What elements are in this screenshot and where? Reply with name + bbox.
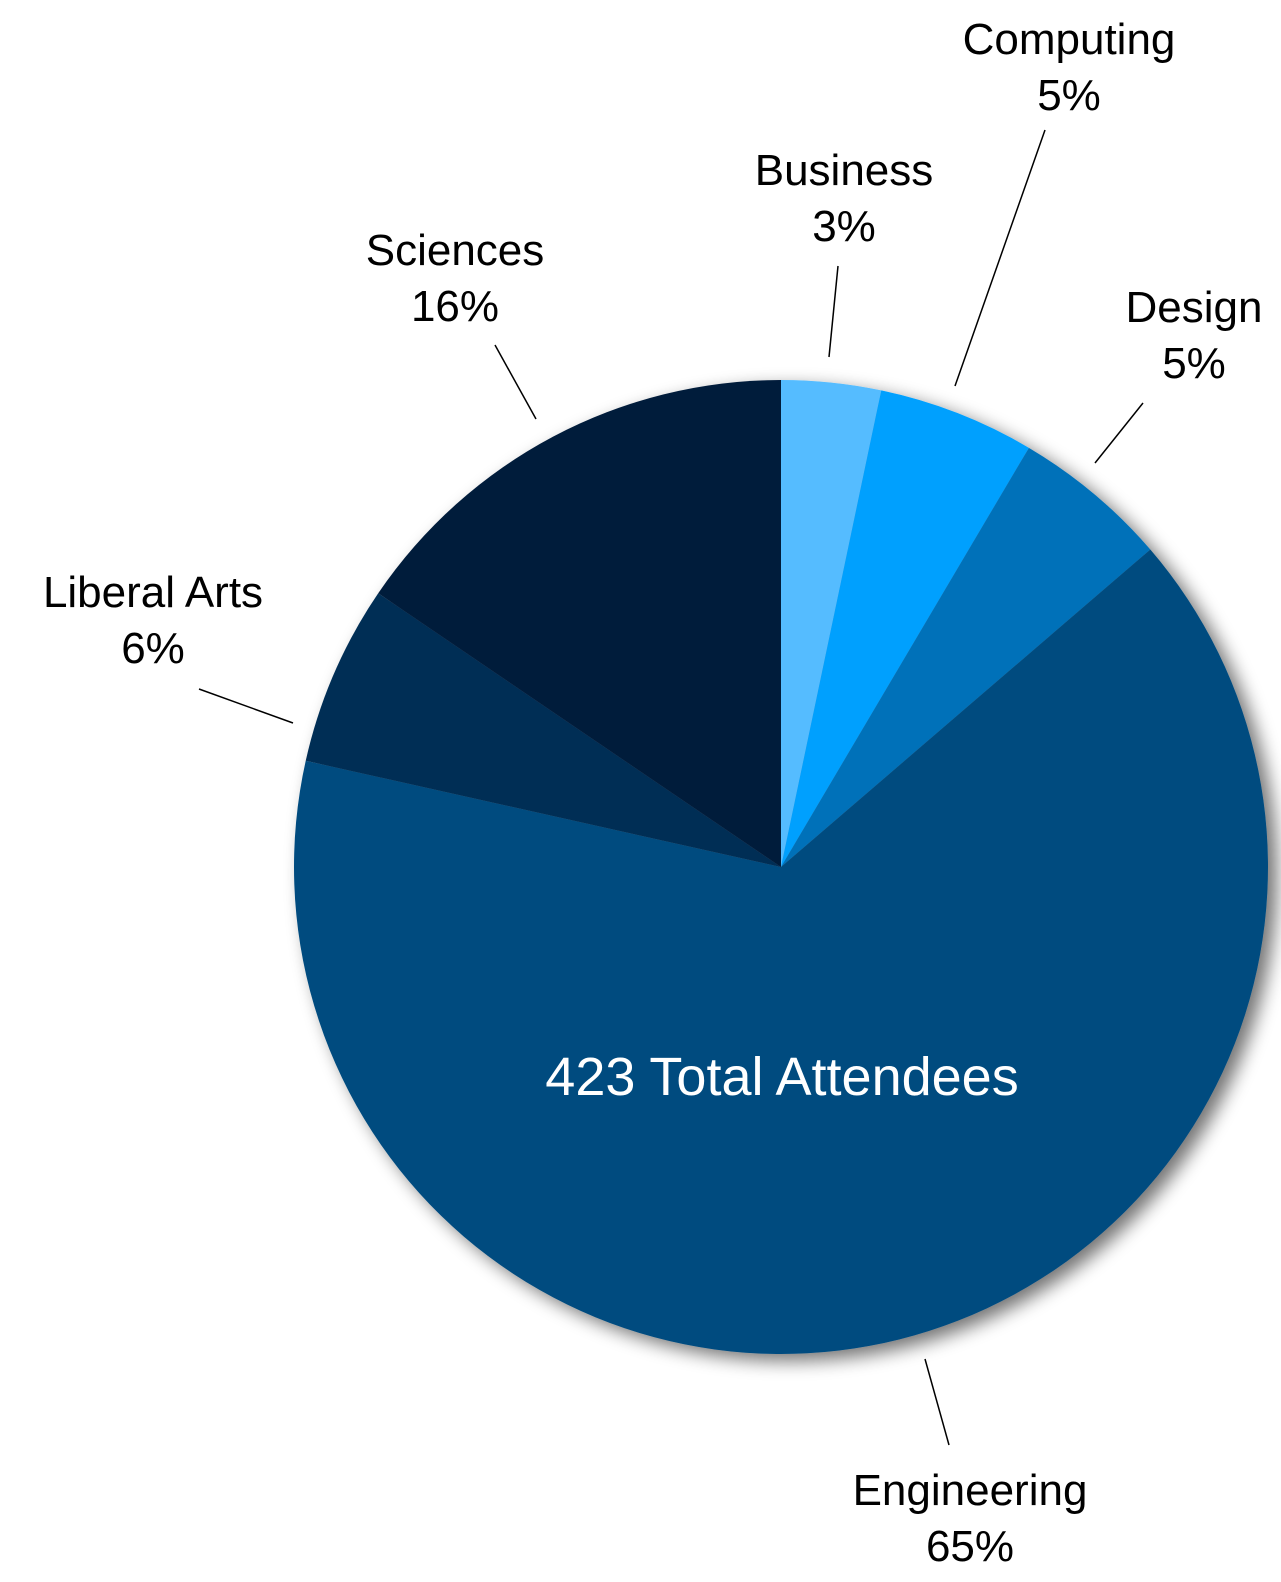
pie-slices — [294, 380, 1268, 1354]
leader-lines — [198, 129, 1144, 1446]
slice-engineering — [294, 549, 1268, 1354]
slice-percent-label: 6% — [121, 624, 185, 673]
leader-line-design — [1094, 402, 1144, 464]
slice-design — [781, 447, 1151, 867]
slice-percent-label: 3% — [812, 202, 876, 251]
leader-line-sciences — [494, 344, 537, 420]
slice-name-label: Engineering — [853, 1466, 1088, 1515]
slice-business — [781, 380, 882, 867]
slice-percent-label: 65% — [926, 1522, 1014, 1571]
slice-liberal-arts — [305, 593, 781, 867]
total-attendees-label: 423 Total Attendees — [545, 1047, 1018, 1107]
slice-percent-label: 16% — [411, 282, 499, 331]
slice-name-label: Computing — [963, 15, 1176, 64]
slice-name-label: Sciences — [366, 226, 545, 275]
slice-percent-label: 5% — [1037, 71, 1101, 120]
slice-name-label: Liberal Arts — [43, 568, 263, 617]
slice-labels: Business 3% Computing 5% Design 5% Engineering… — [43, 15, 1263, 1571]
slice-percent-label: 5% — [1162, 339, 1226, 388]
slice-name-label: Business — [755, 146, 934, 195]
leader-line-liberal-arts — [198, 688, 294, 724]
leader-line-engineering — [924, 1358, 950, 1446]
slice-name-label: Design — [1126, 283, 1263, 332]
slice-sciences — [378, 380, 781, 867]
slice-computing — [781, 390, 1029, 867]
leader-line-computing — [954, 129, 1046, 387]
leader-line-business — [828, 265, 839, 358]
